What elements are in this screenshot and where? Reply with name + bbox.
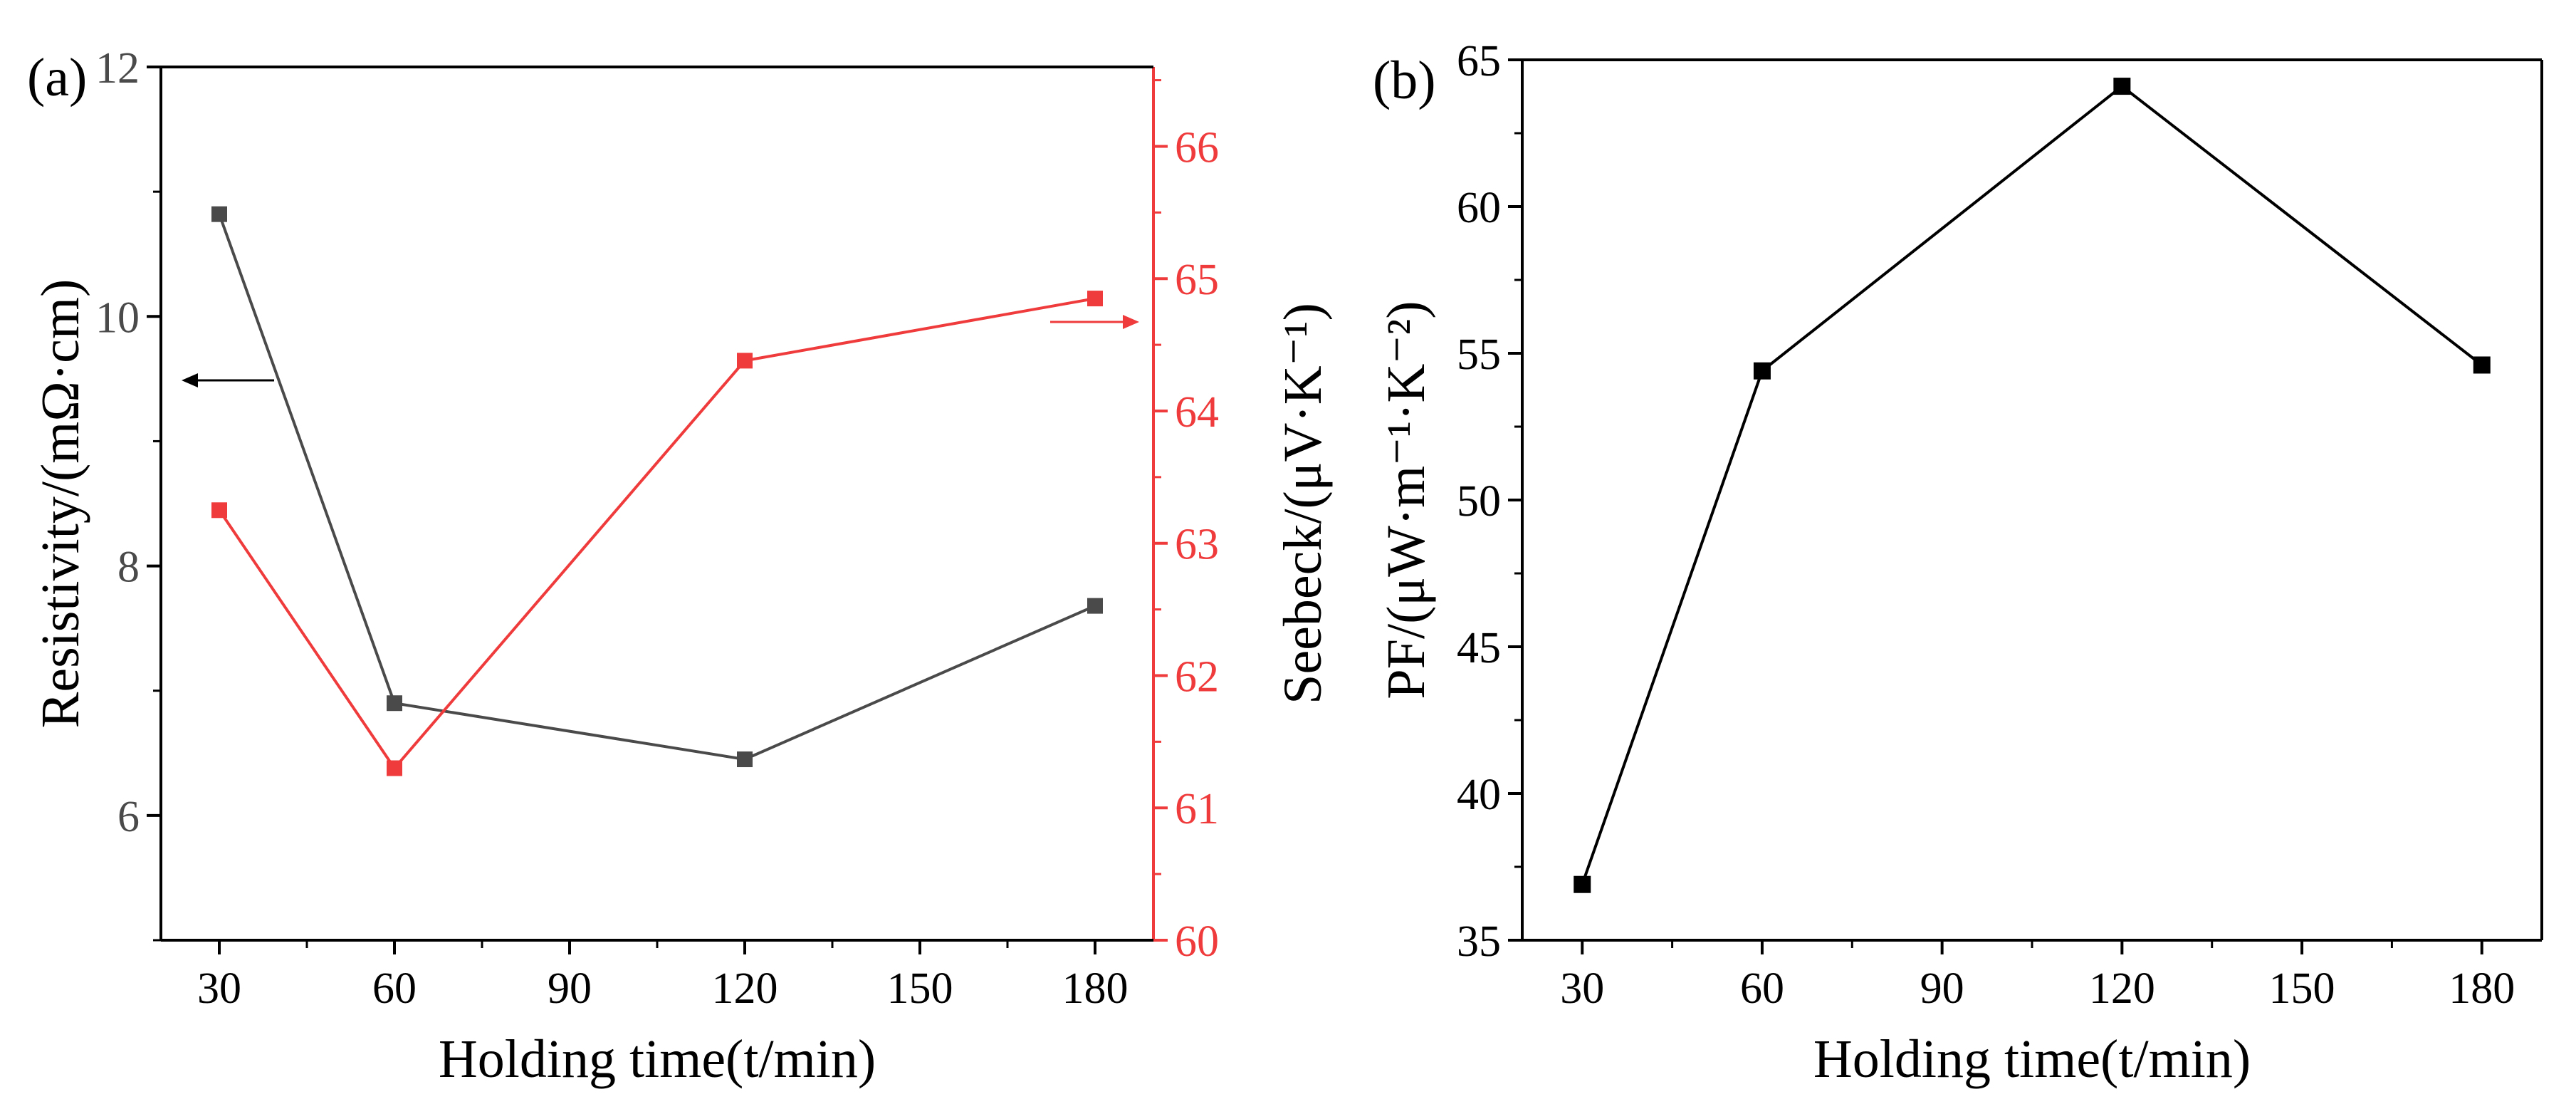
resistivity-series-line — [218, 213, 1096, 761]
left-y-tick-label: 8 — [117, 543, 140, 592]
panel-a-right-ticks: 60 61 62 63 64 65 66 — [1153, 79, 1219, 966]
resistivity-axis-label: Resistivity/(mΩ·cm) — [31, 279, 90, 729]
pf-point — [1753, 362, 1771, 380]
panel-a-x-axis-label: Holding time(t/min) — [439, 1029, 876, 1089]
panel-a-left-ticks: 6 8 10 12 — [95, 44, 161, 942]
left-y-tick-label: 12 — [95, 44, 140, 93]
resistivity-point — [387, 695, 402, 712]
panel-b-label: (b) — [1373, 51, 1436, 110]
y-tick-label: 50 — [1457, 477, 1501, 526]
panel-a-label: (a) — [27, 48, 87, 108]
resistivity-point — [211, 206, 227, 222]
panel-b-series — [1574, 78, 2491, 893]
right-y-tick-label: 63 — [1175, 521, 1219, 569]
seebeck-series-line — [218, 297, 1096, 771]
seebeck-axis-indicator-arrowhead — [1123, 315, 1139, 329]
y-tick-label: 55 — [1457, 330, 1501, 379]
seebeck-axis-label: Seebeck/(μV·K⁻¹) — [1273, 303, 1333, 704]
x-tick-label: 60 — [372, 964, 417, 1013]
left-y-tick-label: 10 — [95, 293, 140, 342]
x-tick-label: 30 — [197, 964, 241, 1013]
seebeck-point — [1087, 291, 1103, 307]
resistivity-point — [737, 751, 753, 768]
x-tick-label: 120 — [2089, 964, 2155, 1013]
right-y-tick-label: 61 — [1175, 785, 1219, 833]
right-y-tick-label: 60 — [1175, 917, 1219, 966]
pf-axis-label: PF/(μW·m⁻¹·K⁻²) — [1376, 301, 1436, 699]
right-y-tick-label: 65 — [1175, 256, 1219, 304]
x-tick-label: 120 — [712, 964, 778, 1013]
panel-b-x-axis-label: Holding time(t/min) — [1813, 1029, 2251, 1089]
pf-point — [2113, 78, 2131, 95]
right-y-tick-label: 66 — [1175, 123, 1219, 172]
panel-a-resistivity-seebeck-chart: 30 60 90 120 150 180 6 8 10 12 60 61 62 63 64 65 66 (a… — [0, 0, 1333, 1114]
panel-b-power-factor-chart: 30 60 90 120 150 180 35 40 45 50 55 60 65 (b) Holdi… — [1373, 37, 2543, 1089]
y-tick-label: 45 — [1457, 624, 1501, 672]
seebeck-point — [737, 353, 753, 369]
panel-b-x-ticks: 30 60 90 120 150 180 — [1560, 940, 2515, 1013]
right-y-tick-label: 62 — [1175, 652, 1219, 701]
x-tick-label: 180 — [1062, 964, 1129, 1013]
left-y-tick-label: 6 — [117, 793, 140, 841]
pf-point — [2473, 356, 2491, 374]
x-tick-label: 60 — [1740, 964, 1784, 1013]
y-tick-label: 60 — [1457, 184, 1501, 232]
seebeck-point — [387, 760, 402, 776]
x-tick-label: 180 — [2449, 964, 2515, 1013]
x-tick-label: 90 — [1920, 964, 1964, 1013]
panel-a-x-ticks: 30 60 90 120 150 180 — [197, 940, 1129, 1013]
seebeck-point — [211, 502, 227, 519]
x-tick-label: 90 — [548, 964, 592, 1013]
right-y-tick-label: 64 — [1175, 388, 1219, 437]
y-tick-label: 40 — [1457, 771, 1501, 819]
x-tick-label: 150 — [2269, 964, 2335, 1013]
panel-b-y-ticks: 35 40 45 50 55 60 65 — [1457, 37, 1522, 966]
x-tick-label: 30 — [1560, 964, 1604, 1013]
y-tick-label: 35 — [1457, 917, 1501, 966]
panel-a-series — [211, 206, 1103, 776]
x-tick-label: 150 — [887, 964, 953, 1013]
panel-a-background — [0, 0, 1282, 1114]
resistivity-axis-indicator-arrowhead — [182, 373, 198, 387]
pf-series-line — [1581, 84, 2483, 885]
resistivity-point — [1087, 598, 1103, 614]
pf-point — [1574, 875, 1591, 893]
y-tick-label: 65 — [1457, 37, 1501, 85]
